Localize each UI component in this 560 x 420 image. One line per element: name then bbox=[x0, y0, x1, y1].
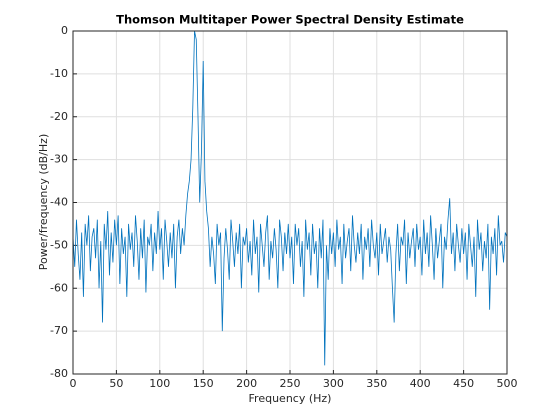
x-tick-label: 200 bbox=[236, 377, 257, 390]
y-tick-label: -10 bbox=[50, 67, 68, 80]
y-tick-label: -60 bbox=[50, 281, 68, 294]
y-axis-label: Power/frequency (dB/Hz) bbox=[37, 134, 50, 271]
x-tick-label: 250 bbox=[280, 377, 301, 390]
x-tick-label: 400 bbox=[410, 377, 431, 390]
x-tick-label: 300 bbox=[323, 377, 344, 390]
y-tick-label: -40 bbox=[50, 196, 68, 209]
y-tick-label: 0 bbox=[61, 24, 68, 37]
x-tick-label: 500 bbox=[497, 377, 518, 390]
axes-box bbox=[72, 30, 508, 375]
x-axis-label: Frequency (Hz) bbox=[249, 392, 332, 405]
x-tick-label: 100 bbox=[149, 377, 170, 390]
x-tick-label: 150 bbox=[193, 377, 214, 390]
x-tick-label: 0 bbox=[70, 377, 77, 390]
y-tick-label: -80 bbox=[50, 367, 68, 380]
y-tick-label: -20 bbox=[50, 110, 68, 123]
chart-title: Thomson Multitaper Power Spectral Densit… bbox=[116, 13, 464, 27]
psd-line bbox=[72, 30, 508, 366]
x-tick-label: 450 bbox=[453, 377, 474, 390]
x-tick-label: 350 bbox=[366, 377, 387, 390]
y-tick-label: -30 bbox=[50, 153, 68, 166]
x-tick-label: 50 bbox=[109, 377, 123, 390]
y-tick-label: -70 bbox=[50, 324, 68, 337]
y-tick-label: -50 bbox=[50, 238, 68, 251]
